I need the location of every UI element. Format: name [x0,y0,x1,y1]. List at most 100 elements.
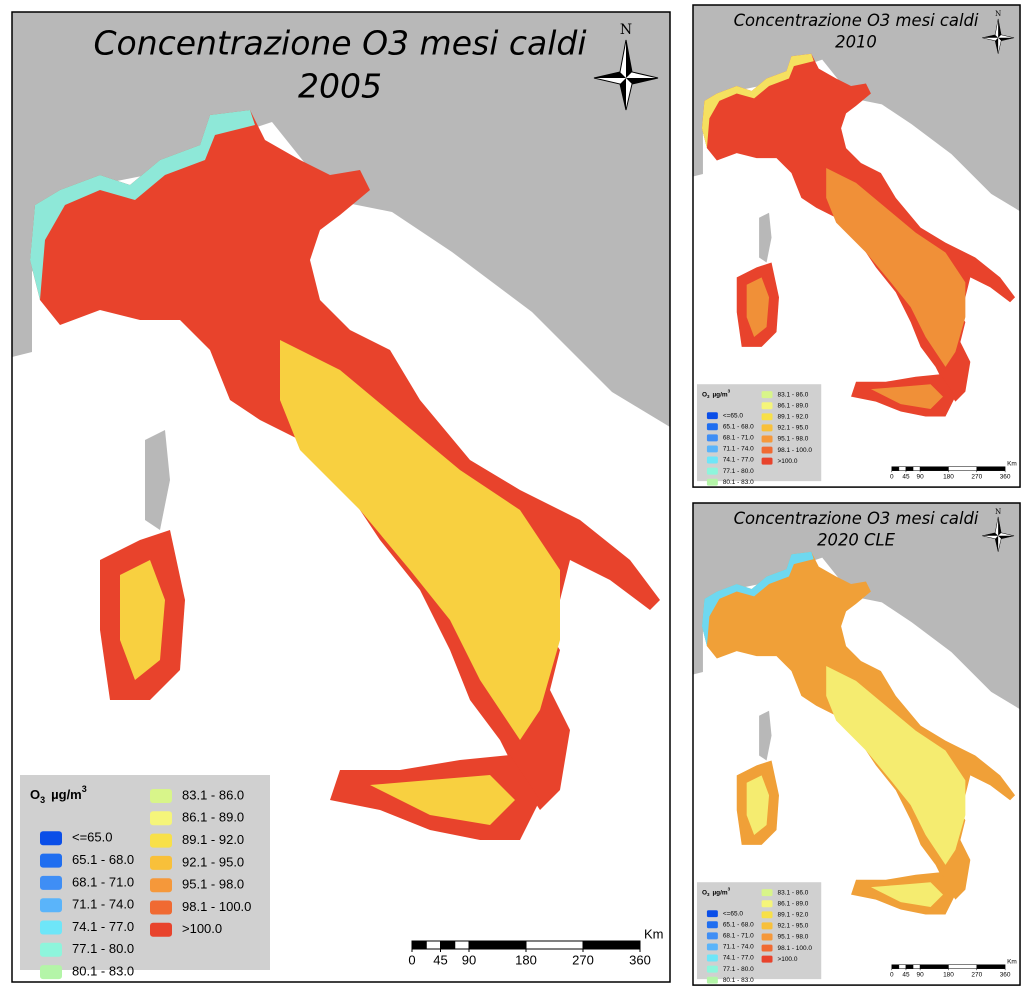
sardinia-inner [746,277,770,337]
panel-frame [692,502,1021,986]
legend-label: 89.1 - 92.0 [777,912,808,919]
scale-tick-label: 360 [1000,473,1011,480]
scale-segment [948,964,978,969]
legend-label: 98.1 - 100.0 [777,447,812,454]
legend-label: 92.1 - 95.0 [777,923,808,930]
corsica [145,430,170,530]
map-title: Concentrazione O3 mesi caldi [734,509,979,528]
legend-label: 95.1 - 98.0 [182,877,244,892]
legend-swatch [706,456,718,464]
scale-segment [948,466,978,471]
legend-swatch [706,423,718,431]
scale-tick-label: 180 [515,952,537,967]
scale-segment [425,940,441,950]
legend-swatch [40,942,62,957]
corsica [759,710,772,761]
legend-title-unit: µg/m [712,889,727,896]
legend-title-unit: µg/m [51,787,82,802]
legend-swatch [761,900,773,908]
legend-box [696,882,822,980]
north-label: N [995,508,1001,516]
sicily-inner [370,775,515,825]
legend-swatch [706,921,718,929]
apennines [826,168,966,367]
scale-segment [912,964,921,969]
scale-segment [454,940,470,950]
legend-swatch [761,435,773,443]
legend-swatch [150,855,172,870]
scale-segment [919,964,949,969]
scale-segment [905,466,914,471]
legend-label: 65.1 - 68.0 [72,852,134,867]
scale-segment [905,964,914,969]
scale-segment [976,964,1006,969]
land-gray [12,12,670,427]
legend-swatch [761,955,773,963]
legend-label: 89.1 - 92.0 [182,832,244,847]
legend-label: >100.0 [777,458,797,465]
scale-unit: Km [1007,460,1017,467]
legend-swatch [150,811,172,826]
alps [30,110,255,300]
scale-tick-label: 0 [890,971,894,978]
legend-swatch [761,889,773,897]
sicily-inner [870,882,943,908]
legend-label: 98.1 - 100.0 [182,899,251,914]
alps [701,551,814,647]
legend-label: 86.1 - 89.0 [182,810,244,825]
panel-frame [11,11,671,983]
scale-tick-label: 360 [629,952,651,967]
legend-label: <=65.0 [723,412,744,419]
legend-swatch [706,976,718,984]
legend-label: <=65.0 [72,830,113,845]
legend-label: 83.1 - 86.0 [182,787,244,802]
legend-label: 77.1 - 80.0 [72,941,134,956]
scale-tick-label: 180 [943,473,954,480]
legend-label: >100.0 [182,921,222,936]
legend-label: 71.1 - 74.0 [72,897,134,912]
map-subtitle: 2010 [835,32,877,51]
legend-label: 65.1 - 68.0 [723,921,754,928]
legend-title-exponent: 3 [82,784,87,794]
scale-tick-label: 360 [1000,971,1011,978]
legend-box [696,384,822,482]
legend-swatch [706,943,718,951]
legend-label: 65.1 - 68.0 [723,423,754,430]
legend-swatch [761,446,773,454]
legend-title-symbol: O [702,889,707,896]
legend-label: 86.1 - 89.0 [777,402,808,409]
map-title: Concentrazione O3 mesi caldi [734,11,979,30]
legend-label: 68.1 - 71.0 [723,933,754,940]
legend-swatch [706,954,718,962]
legend-swatch [40,831,62,846]
legend-label: 80.1 - 83.0 [72,964,134,979]
map-subtitle: 2005 [298,67,382,106]
legend-swatch [706,478,718,486]
legend-label: 74.1 - 77.0 [72,919,134,934]
legend-title-exponent: 3 [728,389,731,394]
alps [701,53,814,149]
legend-swatch [40,853,62,868]
legend-label: 92.1 - 95.0 [777,425,808,432]
scale-segment [468,940,527,950]
legend-swatch [761,391,773,399]
scale-unit: Km [644,926,664,941]
legend-swatch [761,402,773,410]
scale-segment [411,940,427,950]
scale-tick-label: 90 [917,473,925,480]
scale-segment [898,964,907,969]
legend-swatch [150,789,172,803]
north-label: N [995,10,1001,18]
legend-title-symbol: O [702,391,707,398]
legend-label: 80.1 - 83.0 [723,977,754,984]
legend-swatch [761,944,773,952]
scale-segment [891,964,900,969]
legend-swatch [761,413,773,421]
scale-segment [976,466,1006,471]
scale-tick-label: 90 [917,971,925,978]
scale-tick-label: 90 [462,952,476,967]
north-arrow-dark [594,40,658,110]
scale-tick-label: 270 [572,952,594,967]
scale-segment [898,466,907,471]
scale-segment [582,940,641,950]
